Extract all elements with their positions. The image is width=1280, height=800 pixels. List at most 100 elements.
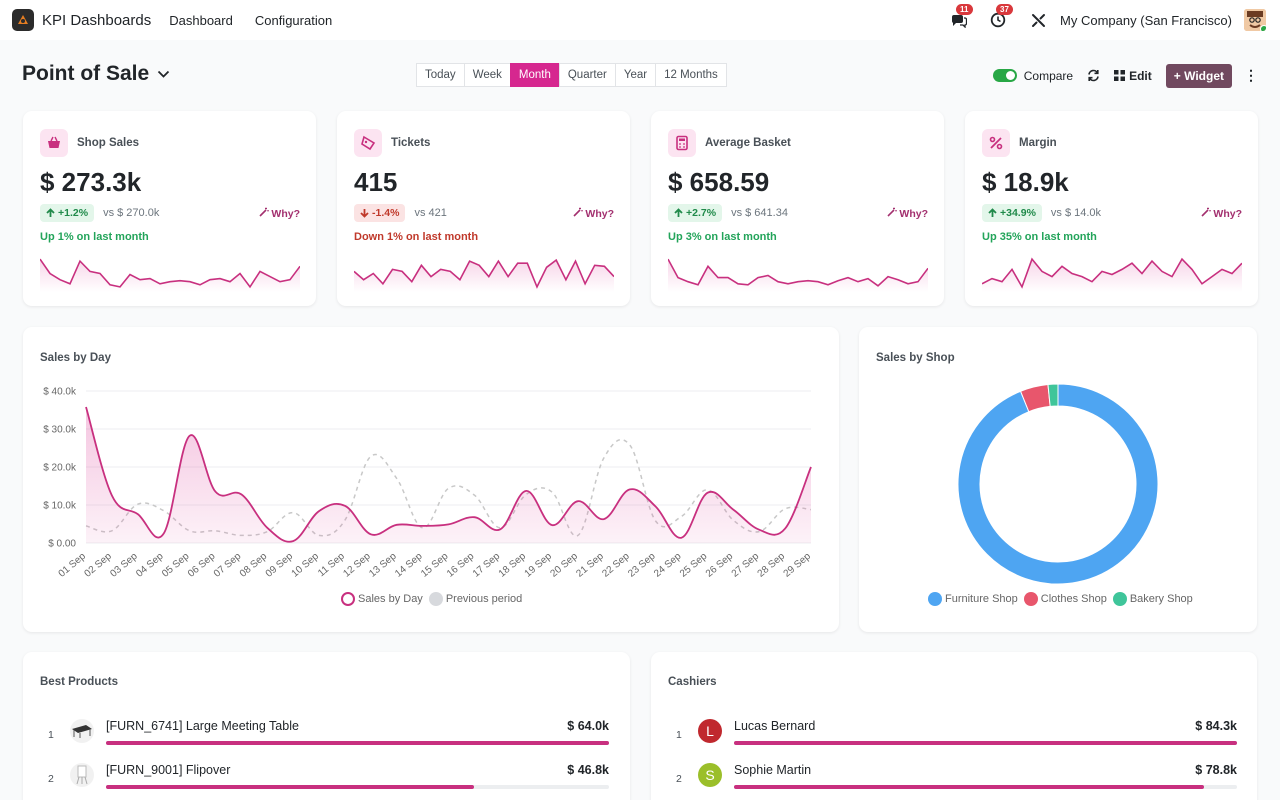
x-tick-label: 20 Sep	[549, 551, 581, 580]
kpi-value: $ 273.3k	[40, 167, 142, 197]
y-tick-label: $ 10.0k	[43, 501, 77, 512]
series-sales-by-day	[85, 406, 812, 543]
kpi-summary: Up 35% on last month	[982, 231, 1097, 243]
legend-swatch-clothes	[1023, 592, 1038, 606]
period-quarter[interactable]: Quarter	[558, 63, 616, 87]
app-logo-icon[interactable]	[12, 9, 34, 31]
kpi-change-badge: -1.4%	[354, 204, 406, 222]
page-title: Point of Sale	[22, 62, 150, 85]
kpi-card-average-basket[interactable]: Average Basket $ 658.59 +2.7% vs $ 641.3…	[651, 111, 944, 306]
settings-tools-button[interactable]	[1028, 10, 1048, 30]
period-month[interactable]: Month	[509, 63, 560, 87]
legend-previous-period[interactable]: Previous period	[428, 592, 522, 606]
add-widget-button[interactable]: + Widget	[1165, 63, 1232, 88]
kpi-summary: Down 1% on last month	[354, 231, 479, 243]
cashier-rank: 1	[676, 729, 682, 741]
basket-icon	[40, 129, 68, 157]
activities-button[interactable]: 37	[988, 4, 1013, 30]
kpi-title: Shop Sales	[77, 137, 139, 149]
x-tick-label: 07 Sep	[212, 551, 244, 580]
dashboard-selector[interactable]: Point of Sale	[22, 62, 170, 86]
period-year[interactable]: Year	[614, 63, 657, 87]
list-item[interactable]: 2 S Sophie Martin $ 78.8k	[668, 761, 1237, 800]
cashier-value: $ 78.8k	[1195, 763, 1237, 777]
kpi-card-shop-sales[interactable]: Shop Sales $ 273.3k +1.2% vs $ 270.0k Wh…	[23, 111, 316, 306]
kpi-change-value: -1.4%	[372, 207, 400, 219]
ticket-icon	[354, 129, 382, 157]
x-tick-label: 27 Sep	[730, 551, 762, 580]
x-tick-label: 10 Sep	[290, 551, 322, 580]
legend-furniture-shop[interactable]: Furniture Shop	[928, 592, 1018, 606]
kpi-card-margin[interactable]: Margin $ 18.9k +34.9% vs $ 14.0k Why? Up…	[965, 111, 1258, 306]
period-today[interactable]: Today	[416, 63, 465, 87]
kpi-title: Tickets	[391, 137, 431, 149]
flipover-icon	[70, 763, 94, 787]
product-value: $ 64.0k	[567, 719, 609, 733]
cashier-avatar: L	[698, 719, 722, 743]
list-item[interactable]: 1 [FURN_6741] Large Meeting Table $ 64.0…	[40, 717, 609, 761]
menu-dashboard[interactable]: Dashboard	[169, 12, 233, 28]
chat-icon	[951, 15, 967, 28]
product-rank: 2	[48, 773, 54, 785]
tools-icon	[1031, 13, 1045, 27]
x-tick-label: 25 Sep	[678, 551, 710, 580]
legend-swatch-furniture	[928, 592, 942, 606]
pie-slice-bakery-shop	[1047, 383, 1059, 407]
kpi-why-link[interactable]: Why?	[887, 207, 928, 220]
list-item[interactable]: 1 L Lucas Bernard $ 84.3k	[668, 717, 1237, 761]
x-tick-label: 28 Sep	[756, 551, 788, 580]
legend-sales-by-day[interactable]: Sales by Day	[341, 592, 423, 606]
kpi-comparison: vs $ 641.34	[731, 207, 788, 219]
x-tick-label: 24 Sep	[652, 551, 684, 580]
progress-bar	[106, 785, 609, 789]
period-week[interactable]: Week	[463, 63, 511, 87]
user-avatar[interactable]	[1244, 9, 1266, 31]
kpi-value: 415	[354, 167, 398, 197]
kpi-card-tickets[interactable]: Tickets 415 -1.4% vs 421 Why? Down 1% on…	[337, 111, 630, 306]
x-tick-label: 22 Sep	[600, 551, 632, 580]
menu-configuration[interactable]: Configuration	[254, 12, 333, 28]
more-options-icon[interactable]: ⋮	[1244, 67, 1258, 83]
edit-button[interactable]: Edit	[1114, 69, 1152, 83]
legend-bakery-shop[interactable]: Bakery Shop	[1112, 592, 1193, 606]
refresh-button[interactable]	[1087, 69, 1100, 82]
period-12-months[interactable]: 12 Months	[655, 63, 727, 87]
pie-slice-furniture-shop	[957, 383, 1159, 585]
x-tick-label: 13 Sep	[367, 551, 399, 580]
legend-clothes-shop[interactable]: Clothes Shop	[1023, 592, 1107, 606]
kpi-why-label: Why?	[271, 207, 300, 220]
period-selector: Today Week Month Quarter Year 12 Months	[416, 63, 727, 87]
magic-wand-icon	[259, 207, 270, 217]
x-tick-label: 23 Sep	[626, 551, 658, 580]
x-tick-label: 18 Sep	[497, 551, 529, 580]
x-tick-label: 19 Sep	[523, 551, 555, 580]
list-item[interactable]: 2 [FURN_9001] Flipover $ 46.8k	[40, 761, 609, 800]
kpi-sparkline	[354, 258, 614, 292]
kpi-change-badge: +2.7%	[668, 204, 723, 222]
y-tick-label: $ 0.00	[48, 539, 76, 550]
kpi-change-value: +2.7%	[686, 207, 717, 219]
x-tick-label: 02 Sep	[82, 551, 114, 580]
sparkline-line	[982, 257, 1242, 289]
sparkline-area	[40, 259, 300, 292]
kpi-why-link[interactable]: Why?	[259, 207, 300, 220]
x-tick-label: 03 Sep	[108, 551, 140, 580]
magic-wand-icon	[887, 207, 898, 217]
messages-button[interactable]: 11	[948, 4, 973, 30]
kpi-why-link[interactable]: Why?	[573, 207, 614, 220]
kpi-why-link[interactable]: Why?	[1201, 207, 1242, 220]
x-tick-label: 11 Sep	[316, 551, 347, 580]
grid-icon	[1114, 70, 1126, 81]
app-title[interactable]: KPI Dashboards	[42, 11, 152, 29]
kpi-change-badge: +1.2%	[40, 204, 95, 222]
company-switcher[interactable]: My Company (San Francisco)	[1060, 12, 1232, 28]
x-tick-label: 08 Sep	[238, 551, 270, 580]
sales-by-shop-legend: Furniture Shop Clothes Shop Bakery Shop	[928, 592, 1199, 606]
navbar: KPI Dashboards Dashboard Configuration 1…	[0, 0, 1280, 40]
x-tick-label: 16 Sep	[445, 551, 477, 580]
compare-toggle[interactable]	[992, 69, 1017, 82]
cashier-value: $ 84.3k	[1195, 719, 1237, 733]
sales-by-shop-chart	[957, 383, 1159, 585]
kpi-comparison: vs $ 14.0k	[1050, 207, 1102, 219]
product-rank: 1	[48, 729, 54, 741]
